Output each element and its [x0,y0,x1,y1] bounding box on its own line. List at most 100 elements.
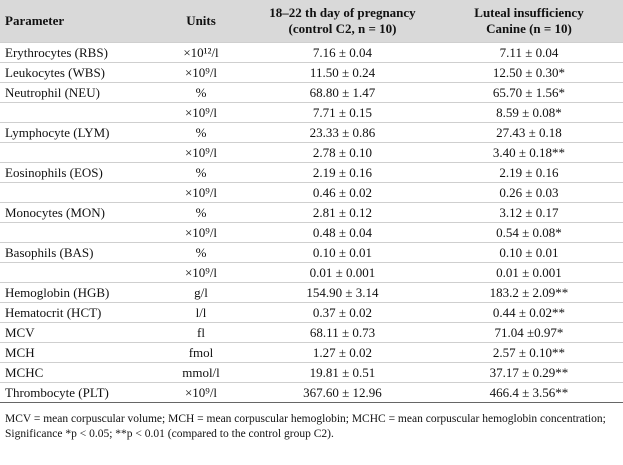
table-cell: % [152,122,250,143]
table-cell: ×10⁹/l [152,382,250,403]
table-cell: Eosinophils (EOS) [0,162,152,183]
table-cell [0,222,152,243]
table-row: Basophils (BAS)% 0.10 ± 0.01 0.10 ± 0.01 [0,242,623,263]
table-cell: 71.04 ±0.97* [435,322,623,343]
table-row: MCV fl 68.11 ± 0.73 71.04 ±0.97* [0,322,623,343]
table-row: ×10⁹/l 2.78 ± 0.10 3.40 ± 0.18** [0,142,623,163]
table-cell: ×10⁹/l [152,262,250,283]
table-cell: % [152,82,250,103]
table-row: Erythrocytes (RBS) ×10¹²/l 7.16 ± 0.04 7.11… [0,42,623,63]
table-cell: % [152,202,250,223]
table-row: ×10⁹/l 0.48 ± 0.04 0.54 ± 0.08* [0,222,623,243]
table-cell: 7.11 ± 0.04 [435,42,623,63]
table-cell [0,182,152,203]
table-row: Hematocrit (HCT) l/l 0.37 ± 0.02 0.44 ± 0.0… [0,302,623,323]
table-cell: Erythrocytes (RBS) [0,42,152,63]
table-cell: Leukocytes (WBS) [0,62,152,83]
table-row: ×10⁹/l 0.01 ± 0.001 0.01 ± 0.001 [0,262,623,283]
table-cell [0,142,152,163]
table-cell: MCH [0,342,152,363]
table-cell: % [152,162,250,183]
table-cell: Neutrophil (NEU) [0,82,152,103]
table-cell: 8.59 ± 0.08* [435,102,623,123]
table-cell: Monocytes (MON) [0,202,152,223]
table-cell: Lymphocyte (LYM) [0,122,152,143]
header-row: Parameter Units 18–22 th day of pregnancy(… [0,0,623,43]
table-row: MCH fmol 1.27 ± 0.02 2.57 ± 0.10** [0,342,623,363]
table-cell: 68.11 ± 0.73 [250,322,435,343]
table-cell: Basophils (BAS) [0,242,152,263]
table-cell: ×10⁹/l [152,62,250,83]
table-row: ×10⁹/l 7.71 ± 0.15 8.59 ± 0.08* [0,102,623,123]
table-cell: ×10⁹/l [152,102,250,123]
header-line: 18–22 th day of pregnancy [269,5,416,20]
table-cell: 0.01 ± 0.001 [250,262,435,283]
header-line: Canine (n = 10) [486,21,572,36]
table-cell: 37.17 ± 0.29** [435,362,623,383]
table-cell: ×10⁹/l [152,142,250,163]
header-line: Luteal insufficiency [474,5,584,20]
table-cell: l/l [152,302,250,323]
table-cell: 68.80 ± 1.47 [250,82,435,103]
table-cell: 0.44 ± 0.02** [435,302,623,323]
table-row: Lymphocyte (LYM)% 23.33 ± 0.86 27.43 ± 0.1… [0,122,623,143]
table-cell: 23.33 ± 0.86 [250,122,435,143]
table-cell: 183.2 ± 2.09** [435,282,623,303]
table-row: Hemoglobin (HGB) g/l 154.90 ± 3.14 183.2 ± … [0,282,623,303]
table-cell: 2.57 ± 0.10** [435,342,623,363]
table-cell: 0.26 ± 0.03 [435,182,623,203]
table-cell: 19.81 ± 0.51 [250,362,435,383]
table-cell: 0.48 ± 0.04 [250,222,435,243]
table-cell: 7.71 ± 0.15 [250,102,435,123]
header-line: (control C2, n = 10) [288,21,397,36]
table-cell: 0.37 ± 0.02 [250,302,435,323]
header-cell: 18–22 th day of pregnancy (control C2, n … [250,0,435,43]
table-cell: 367.60 ± 12.96 [250,382,435,403]
table-row: Thrombocyte (PLT) ×10⁹/l 367.60 ± 12.96 466… [0,382,623,403]
table-cell: 65.70 ± 1.56* [435,82,623,103]
table-cell: 2.81 ± 0.12 [250,202,435,223]
footnote: MCV = mean corpuscular volume; MCH = mea… [5,413,606,440]
table-cell: Hematocrit (HCT) [0,302,152,323]
table-cell: 12.50 ± 0.30* [435,62,623,83]
data-table: Parameter Units 18–22 th day of pregnancy(… [0,0,623,403]
table-cell: ×10⁹/l [152,182,250,203]
table-cell: MCV [0,322,152,343]
table-cell: 27.43 ± 0.18 [435,122,623,143]
table-row: Monocytes (MON)% 2.81 ± 0.12 3.12 ± 0.17 [0,202,623,223]
table-cell: 0.54 ± 0.08* [435,222,623,243]
table-row: Neutrophil (NEU)% 68.80 ± 1.47 65.70 ± 1.5… [0,82,623,103]
header-cell: Parameter [0,0,152,43]
table-cell [0,262,152,283]
table-cell: 2.78 ± 0.10 [250,142,435,163]
header-cell: Units [152,0,250,43]
table-cell: 466.4 ± 3.56** [435,382,623,403]
table-cell: 0.01 ± 0.001 [435,262,623,283]
table-cell: 2.19 ± 0.16 [435,162,623,183]
table-cell: 154.90 ± 3.14 [250,282,435,303]
table-cell: ×10⁹/l [152,222,250,243]
table-row: MCHC mmol/l 19.81 ± 0.51 37.17 ± 0.29** [0,362,623,383]
table-cell [0,102,152,123]
table-cell: 0.10 ± 0.01 [435,242,623,263]
table-cell: fl [152,322,250,343]
table-row: Eosinophils (EOS)% 2.19 ± 0.16 2.19 ± 0.16 [0,162,623,183]
table-cell: 7.16 ± 0.04 [250,42,435,63]
table-cell: 0.46 ± 0.02 [250,182,435,203]
table-row: Leukocytes (WBS) ×10⁹/l 11.50 ± 0.24 12.50 … [0,62,623,83]
table-cell: 2.19 ± 0.16 [250,162,435,183]
table-cell: fmol [152,342,250,363]
table-cell: 11.50 ± 0.24 [250,62,435,83]
table-cell: Thrombocyte (PLT) [0,382,152,403]
table-cell: Hemoglobin (HGB) [0,282,152,303]
header-cell: Luteal insufficiency Canine (n = 10) [435,0,623,43]
table-cell: 3.40 ± 0.18** [435,142,623,163]
table-cell: % [152,242,250,263]
table-cell: 1.27 ± 0.02 [250,342,435,363]
table-cell: mmol/l [152,362,250,383]
table-cell: MCHC [0,362,152,383]
table-cell: 0.10 ± 0.01 [250,242,435,263]
table-cell: g/l [152,282,250,303]
table-cell: 3.12 ± 0.17 [435,202,623,223]
